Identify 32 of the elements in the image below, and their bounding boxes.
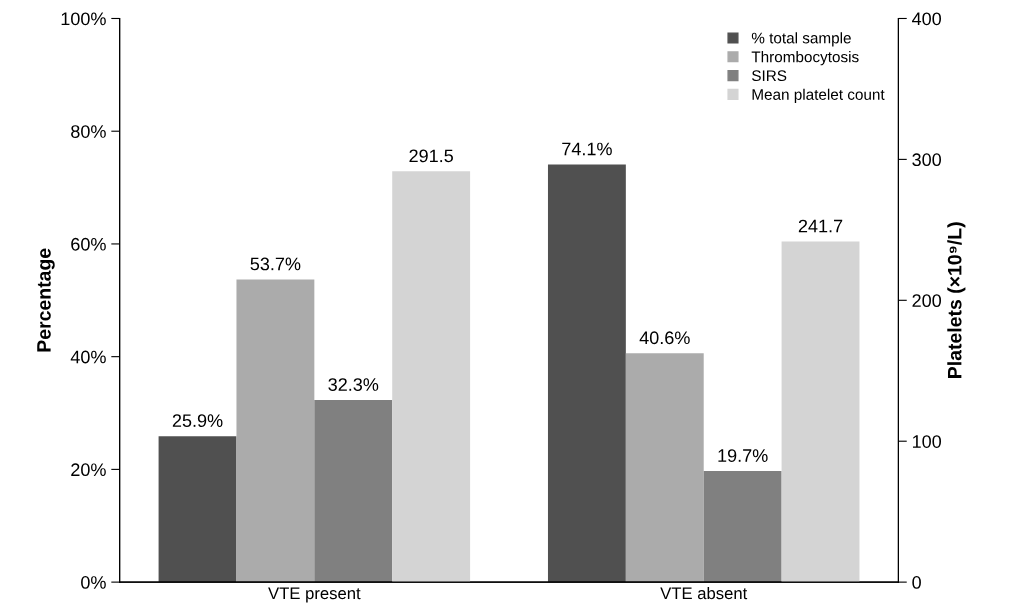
y-tick-label: 80% xyxy=(71,125,106,138)
y-axis-title: Percentage xyxy=(37,248,55,352)
data-label: 25.9% xyxy=(172,414,223,428)
bar xyxy=(703,471,782,583)
y2-tick-label: 100 xyxy=(912,435,942,448)
x-tick-label: VTE present xyxy=(268,587,361,603)
y-tick-label: 0% xyxy=(81,576,106,589)
y-tick-label: 40% xyxy=(70,350,106,364)
y2-tick-label: 400 xyxy=(912,12,942,26)
data-label: 74.1% xyxy=(562,142,612,156)
y-tick-label: 60% xyxy=(71,237,106,251)
legend-label: Thrombocytosis xyxy=(751,51,859,66)
bar xyxy=(236,279,315,583)
y2-tick-label: 200 xyxy=(912,294,942,308)
y2-tick-label: 300 xyxy=(912,153,942,167)
data-label: 53.7% xyxy=(250,257,301,271)
y-tick-label: 100% xyxy=(61,12,106,26)
data-label: 291.5 xyxy=(409,149,453,163)
y2-tick-label: 0 xyxy=(912,576,921,589)
x-tick-label: VTE absent xyxy=(660,586,748,600)
y-tick-label: 20% xyxy=(71,463,106,477)
legend-label: Mean platelet count xyxy=(752,88,885,103)
legend-label: SIRS xyxy=(752,70,787,82)
data-label: 19.7% xyxy=(718,449,768,462)
y2-axis-title: Platelets (×10⁹/L) xyxy=(947,222,966,378)
bar xyxy=(158,436,237,583)
bar xyxy=(625,353,704,583)
legend-label: % total sample xyxy=(751,32,851,47)
data-label: 40.6% xyxy=(639,331,690,345)
data-label: 241.7 xyxy=(798,219,843,233)
data-label: 32.3% xyxy=(328,378,379,391)
bar xyxy=(547,164,626,583)
